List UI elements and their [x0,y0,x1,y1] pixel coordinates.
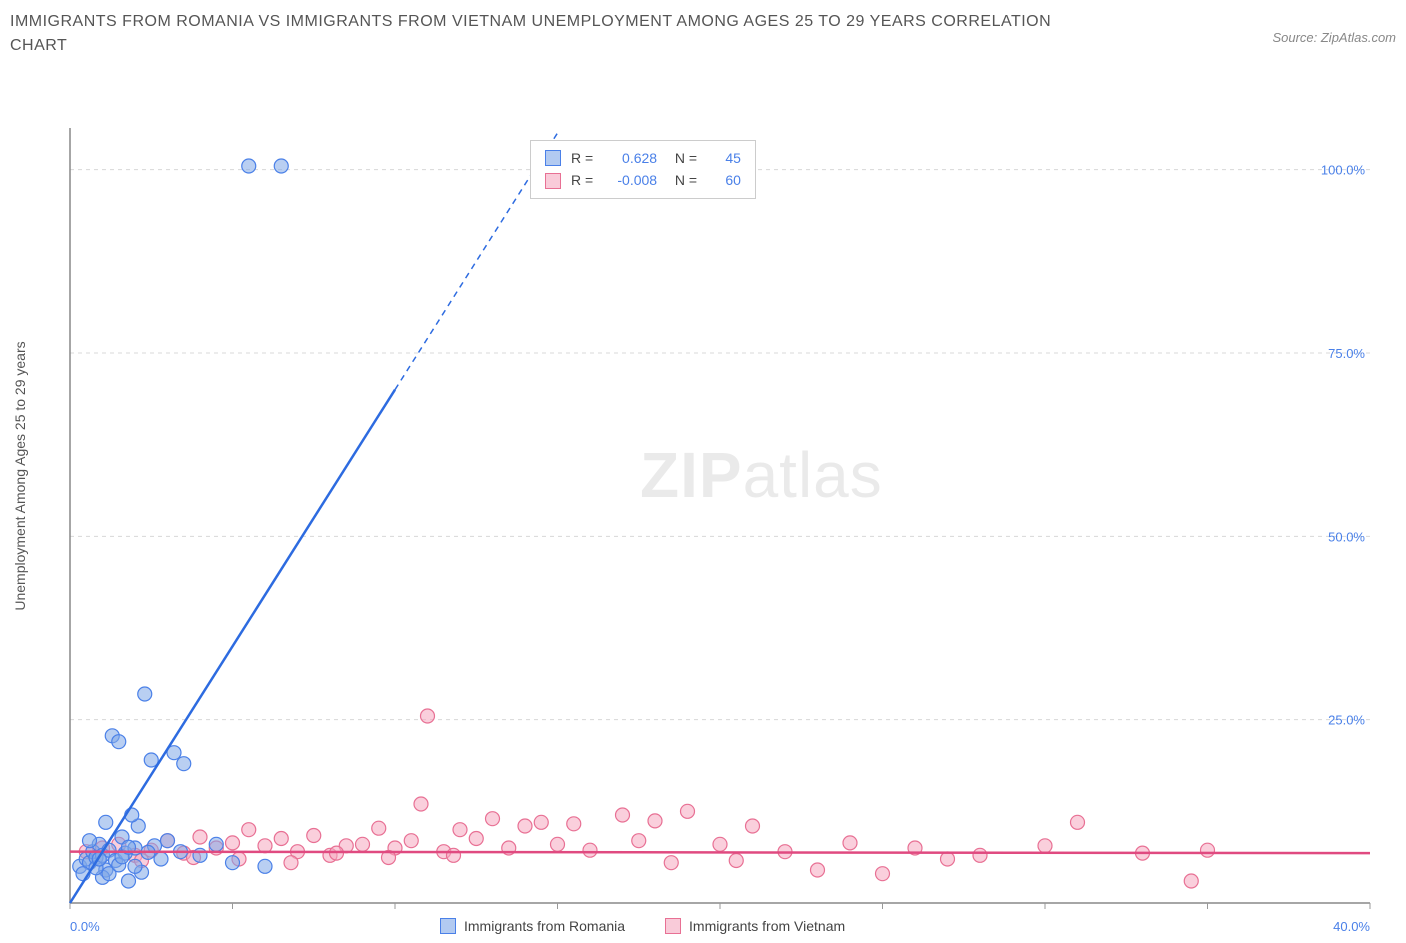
svg-text:40.0%: 40.0% [1333,919,1370,934]
svg-text:75.0%: 75.0% [1328,346,1365,361]
correlation-legend: R = 0.628 N = 45R = -0.008 N = 60 [530,140,756,199]
legend-n-label: N = [667,169,701,191]
series-legend: Immigrants from Romania Immigrants from V… [440,918,845,934]
legend-swatch-icon [545,173,561,189]
legend-swatch-icon [665,918,681,934]
plot-area: Unemployment Among Ages 25 to 29 years 2… [10,68,1396,943]
y-axis-label: Unemployment Among Ages 25 to 29 years [12,341,28,610]
series-legend-item-vietnam: Immigrants from Vietnam [665,918,845,934]
chart-container: IMMIGRANTS FROM ROMANIA VS IMMIGRANTS FR… [10,10,1396,920]
legend-swatch-icon [545,150,561,166]
series-legend-label: Immigrants from Vietnam [689,918,845,934]
series-legend-label: Immigrants from Romania [464,918,625,934]
legend-r-value: -0.008 [607,169,657,191]
legend-n-value: 60 [711,169,741,191]
source-label: Source: ZipAtlas.com [1272,30,1396,45]
title-bar: IMMIGRANTS FROM ROMANIA VS IMMIGRANTS FR… [10,10,1396,58]
svg-text:25.0%: 25.0% [1328,713,1365,728]
legend-n-value: 45 [711,147,741,169]
legend-r-label: R = [571,147,597,169]
series-legend-item-romania: Immigrants from Romania [440,918,625,934]
legend-row-vietnam: R = -0.008 N = 60 [545,169,741,191]
legend-row-romania: R = 0.628 N = 45 [545,147,741,169]
legend-swatch-icon [440,918,456,934]
legend-n-label: N = [667,147,701,169]
chart-title: IMMIGRANTS FROM ROMANIA VS IMMIGRANTS FR… [10,10,1110,58]
svg-text:0.0%: 0.0% [70,919,100,934]
legend-r-value: 0.628 [607,147,657,169]
svg-text:100.0%: 100.0% [1321,163,1366,178]
legend-r-label: R = [571,169,597,191]
svg-text:50.0%: 50.0% [1328,529,1365,544]
